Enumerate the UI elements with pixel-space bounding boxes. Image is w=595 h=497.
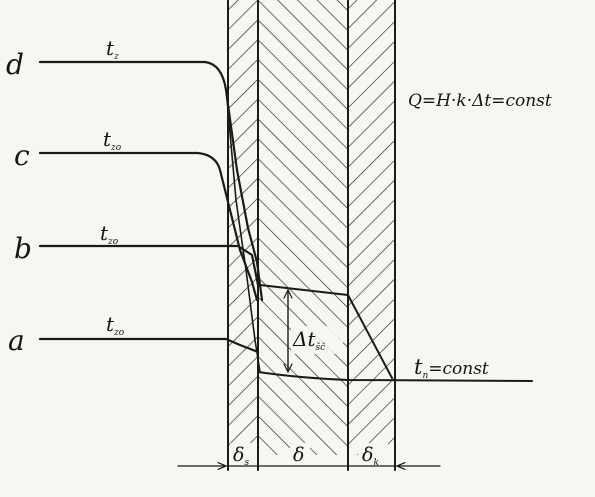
wall-layer-core [258,0,348,455]
temperature-curves [38,60,533,382]
curve-a-temperature: tzo [106,312,125,338]
outside-temperature-label: tn=const [414,355,489,381]
wall [227,0,396,471]
curve-d [38,60,264,302]
curve-d-label: d [6,48,24,81]
thickness-cladding-label: δk [362,444,379,468]
wall-layer-cladding [348,0,395,455]
drop-line-inner [225,87,261,373]
curve-a [38,337,260,354]
wall-layer-surface [228,0,258,455]
curve-b-temperature: tzo [100,221,119,247]
thickness-surface-label: δs [233,444,249,468]
thickness-core-label: δ [293,444,304,466]
curve-c-label: c [14,139,30,172]
delta-t-label: Δtšč [292,327,326,353]
upper-temperature-line [259,284,393,379]
lower-temperature-line [257,371,533,382]
curve-b-label: b [14,232,32,265]
curve-c-temperature: tzo [103,127,122,153]
curve-c [38,151,259,302]
curve-d-temperature: tz [106,36,119,62]
delta-t-marker [283,289,293,373]
heat-flow-equation: Q=H·k·Δt=const [408,91,552,111]
curve-a-label: a [8,324,25,357]
curve-b [38,244,260,287]
